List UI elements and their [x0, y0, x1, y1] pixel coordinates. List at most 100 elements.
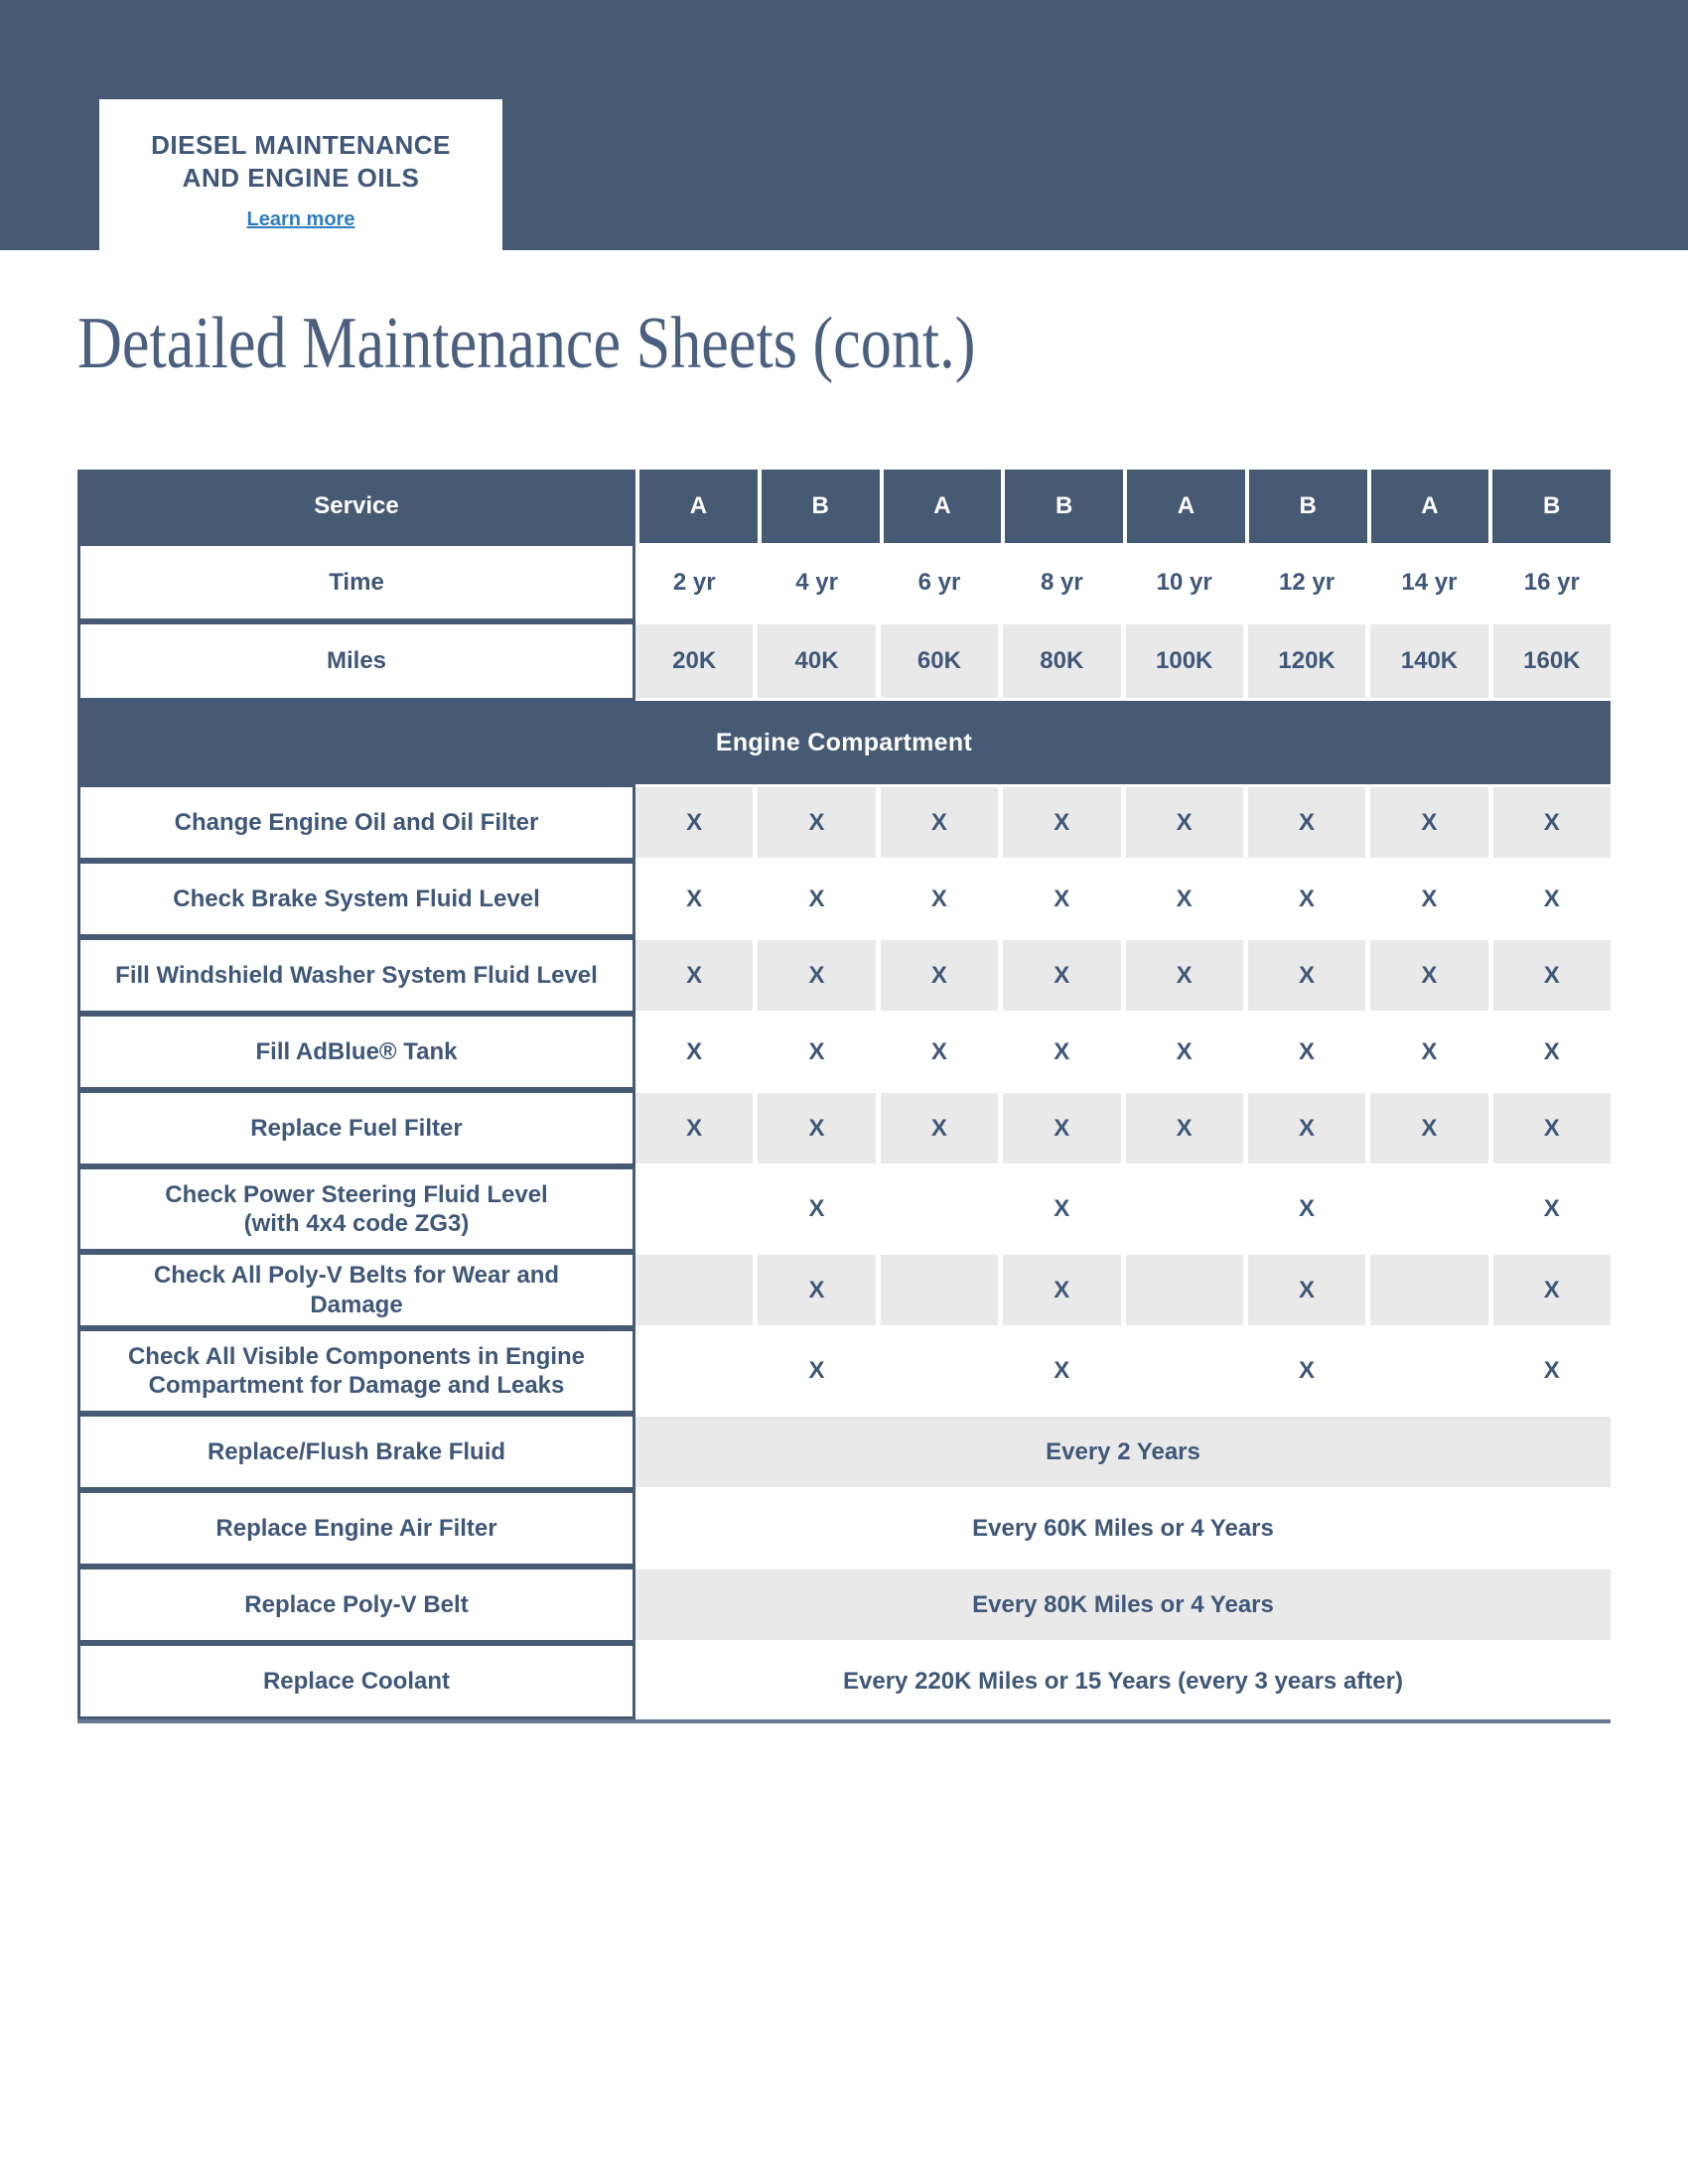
- service-label-line: Replace Engine Air Filter: [215, 1514, 497, 1542]
- schedule-mark-cell: [1365, 1328, 1487, 1415]
- schedule-mark-cell: X: [875, 784, 999, 862]
- schedule-mark-cell: X: [998, 1252, 1121, 1329]
- maintenance-table: Service A B A B A B A B Time 2 yr 4 yr 6 yr 8 yr 10 yr…: [77, 470, 1611, 1724]
- service-label-cell: Check Power Steering Fluid Level (with 4x…: [77, 1166, 635, 1253]
- schedule-mark-cell: X: [1487, 1252, 1611, 1329]
- schedule-mark-cell: X: [1487, 937, 1611, 1015]
- table-row: Replace Coolant Every 220K Miles or 15 Ye…: [77, 1643, 1611, 1720]
- schedule-mark-cell: X: [1365, 1014, 1487, 1091]
- header-cell-interval: B: [1001, 470, 1123, 544]
- table-row: Change Engine Oil and Oil Filter X X X X X X X X: [77, 784, 1611, 862]
- schedule-mark-cell: X: [1487, 784, 1611, 862]
- time-value-cell: 8 yr: [998, 543, 1120, 622]
- schedule-mark-cell: X: [998, 861, 1120, 938]
- header-cell-interval: B: [757, 470, 880, 544]
- schedule-mark-cell: [1365, 1166, 1487, 1253]
- miles-value-cell: 60K: [875, 621, 999, 702]
- service-label-line: Check All Poly-V Belts for Wear and Dama…: [153, 1262, 560, 1318]
- callout-title-line2: AND ENGINE OILS: [182, 163, 420, 194]
- schedule-mark-cell: [1120, 1328, 1243, 1415]
- interval-note-cell: Every 2 Years: [635, 1414, 1611, 1491]
- service-label-line: Check Power Steering Fluid Level: [165, 1180, 548, 1208]
- top-banner: DIESEL MAINTENANCE AND ENGINE OILS Learn…: [0, 0, 1688, 257]
- schedule-mark-cell: X: [875, 1014, 998, 1091]
- service-label-cell: Check All Visible Components in Engine Co…: [77, 1328, 635, 1415]
- schedule-mark-cell: X: [1120, 937, 1243, 1015]
- schedule-mark-cell: [635, 1328, 753, 1414]
- miles-value-cell: 100K: [1120, 621, 1243, 702]
- table-header-row: Service A B A B A B A B: [77, 470, 1611, 544]
- schedule-mark-cell: X: [1487, 1014, 1611, 1091]
- schedule-mark-cell: X: [1487, 1166, 1611, 1253]
- miles-value-cell: 140K: [1365, 621, 1488, 702]
- schedule-mark-cell: X: [998, 1090, 1121, 1167]
- section-header-row: Engine Compartment: [77, 701, 1611, 785]
- schedule-mark-cell: X: [1487, 861, 1611, 938]
- table-row: Fill AdBlue® Tank X X X X X X X X: [77, 1014, 1611, 1091]
- schedule-mark-cell: X: [753, 937, 876, 1015]
- callout-card: DIESEL MAINTENANCE AND ENGINE OILS Learn…: [99, 99, 502, 257]
- schedule-mark-cell: X: [686, 885, 703, 912]
- service-label-cell: Replace Poly-V Belt: [77, 1567, 635, 1644]
- time-value-cell: 14 yr: [1365, 543, 1487, 622]
- schedule-mark-cell: X: [1487, 1328, 1611, 1415]
- header-cell-interval: A: [635, 470, 758, 544]
- schedule-mark-cell: X: [753, 1014, 875, 1091]
- miles-value-cell: 160K: [1487, 621, 1611, 702]
- table-row: Replace Engine Air Filter Every 60K Miles…: [77, 1490, 1611, 1568]
- schedule-mark-cell: X: [875, 861, 998, 938]
- schedule-mark-cell: X: [1242, 1166, 1365, 1253]
- interval-note-cell: Every 60K Miles or 4 Years: [972, 1514, 1274, 1542]
- table-row: Check All Poly-V Belts for Wear and Dama…: [77, 1252, 1611, 1329]
- service-label-cell: Replace Fuel Filter: [77, 1090, 635, 1167]
- miles-label-cell: Miles: [77, 621, 635, 702]
- section-header-cell: Engine Compartment: [77, 701, 1611, 785]
- schedule-mark-cell: X: [1120, 861, 1243, 938]
- schedule-mark-cell: X: [1365, 1090, 1488, 1167]
- table-row: Fill Windshield Washer System Fluid Leve…: [77, 937, 1611, 1015]
- learn-more-link[interactable]: Learn more: [246, 207, 355, 230]
- schedule-mark-cell: [875, 1328, 998, 1415]
- time-row: Time 2 yr 4 yr 6 yr 8 yr 10 yr 12 yr 14 yr 16 yr: [77, 543, 1611, 622]
- header-cell-interval: A: [879, 470, 1002, 544]
- schedule-mark-cell: X: [753, 861, 875, 938]
- table-row: Check Brake System Fluid Level X X X X X X X X: [77, 861, 1611, 938]
- schedule-mark-cell: X: [686, 1037, 703, 1065]
- miles-row: Miles 20K 40K 60K 80K 100K 120K 140K 160K: [77, 621, 1611, 702]
- service-label-cell: Check All Poly-V Belts for Wear and Dama…: [77, 1252, 635, 1329]
- time-value-cell: 6 yr: [875, 543, 998, 622]
- schedule-mark-cell: [635, 1252, 754, 1329]
- table-row: Replace Poly-V Belt Every 80K Miles or 4 …: [77, 1567, 1611, 1644]
- schedule-mark-cell: [635, 1166, 753, 1252]
- schedule-mark-cell: X: [998, 1014, 1120, 1091]
- table-row: Replace/Flush Brake Fluid Every 2 Years: [77, 1414, 1611, 1491]
- service-label-line: Replace Fuel Filter: [250, 1114, 463, 1142]
- service-label-cell: Replace Coolant: [77, 1643, 635, 1720]
- schedule-mark-cell: X: [1365, 937, 1488, 1015]
- time-value-cell: 12 yr: [1242, 543, 1365, 622]
- schedule-mark-cell: [1120, 1166, 1243, 1253]
- schedule-mark-cell: X: [998, 1328, 1120, 1415]
- service-label-cell: Change Engine Oil and Oil Filter: [77, 784, 635, 862]
- schedule-mark-cell: X: [1242, 937, 1366, 1015]
- schedule-mark-cell: [1120, 1252, 1243, 1329]
- service-label-line: Compartment for Damage and Leaks: [148, 1372, 565, 1400]
- schedule-mark-cell: X: [635, 937, 754, 1015]
- schedule-mark-cell: X: [1242, 861, 1365, 938]
- schedule-mark-cell: X: [1242, 1090, 1366, 1167]
- schedule-mark-cell: X: [875, 937, 999, 1015]
- schedule-mark-cell: X: [1487, 1090, 1611, 1167]
- service-label-line: Change Engine Oil and Oil Filter: [174, 808, 539, 836]
- schedule-mark-cell: X: [875, 1090, 999, 1167]
- header-cell-service: Service: [77, 470, 635, 544]
- schedule-mark-cell: X: [1242, 1328, 1365, 1415]
- schedule-mark-cell: X: [1120, 784, 1243, 862]
- schedule-mark-cell: X: [998, 937, 1121, 1015]
- service-label-line: Fill Windshield Washer System Fluid Leve…: [115, 961, 598, 989]
- schedule-mark-cell: [1365, 1252, 1488, 1329]
- interval-note-cell: Every 220K Miles or 15 Years (every 3 ye…: [843, 1667, 1403, 1695]
- miles-value-cell: 20K: [635, 621, 754, 702]
- service-label-line: Replace Poly-V Belt: [244, 1590, 469, 1618]
- schedule-mark-cell: X: [998, 1166, 1120, 1253]
